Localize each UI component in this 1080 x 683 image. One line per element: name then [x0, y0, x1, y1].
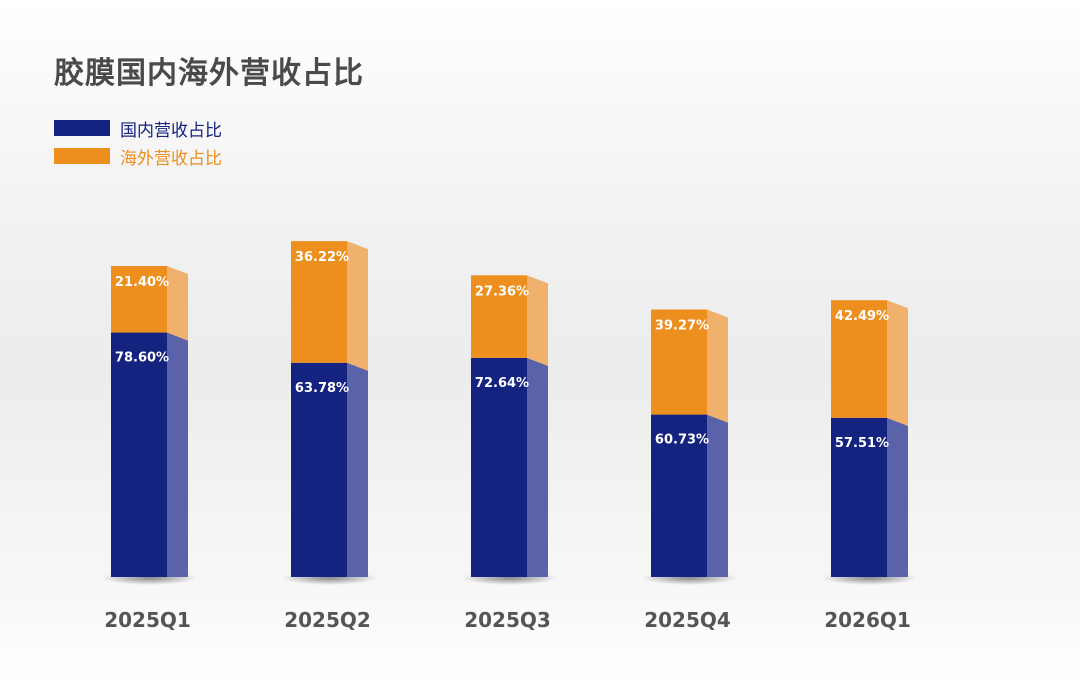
bar-overseas-2026Q1: [831, 300, 887, 418]
bar-domestic-2025Q2: [291, 362, 347, 577]
bar-domestic-2026Q1: [831, 417, 887, 577]
legend: 国内营收占比 海外营收占比: [54, 114, 222, 170]
legend-swatch-domestic: [54, 120, 110, 136]
data-label-domestic-2025Q2: 63.78%: [295, 381, 349, 396]
bar-domestic-side-2025Q4: [707, 414, 728, 577]
bar-domestic-side-2025Q2: [347, 362, 368, 577]
legend-label-overseas: 海外营收占比: [120, 148, 222, 169]
bar-overseas-side-2025Q4: [707, 309, 728, 423]
bar-overseas-2025Q1: [111, 266, 167, 333]
bar-overseas-2025Q2: [291, 241, 347, 363]
bar-overseas-side-2025Q2: [347, 241, 368, 371]
data-label-overseas-2025Q2: 36.22%: [295, 250, 349, 265]
data-label-overseas-2025Q3: 27.36%: [475, 284, 529, 299]
bar-domestic-2025Q4: [651, 414, 707, 577]
legend-item-domestic: 国内营收占比: [54, 114, 222, 142]
category-label-2025Q4: 2025Q4: [644, 608, 731, 632]
bar-domestic-side-2025Q3: [527, 357, 548, 577]
legend-swatch-overseas: [54, 148, 110, 164]
bar-domestic-side-2025Q1: [167, 332, 188, 577]
category-label-2025Q2: 2025Q2: [284, 608, 371, 632]
bar-overseas-2025Q4: [651, 309, 707, 415]
data-label-domestic-2025Q1: 78.60%: [115, 351, 169, 366]
legend-item-overseas: 海外营收占比: [54, 142, 222, 170]
category-label-2026Q1: 2026Q1: [824, 608, 911, 632]
data-label-overseas-2026Q1: 42.49%: [835, 309, 889, 324]
bar-domestic-2025Q3: [471, 357, 527, 577]
bar-domestic-2025Q1: [111, 332, 167, 577]
chart-title: 胶膜国内海外营收占比: [54, 56, 364, 91]
bar-overseas-side-2025Q1: [167, 266, 188, 341]
data-label-overseas-2025Q1: 21.40%: [115, 275, 169, 290]
data-label-domestic-2025Q4: 60.73%: [655, 433, 709, 448]
data-label-domestic-2025Q3: 72.64%: [475, 376, 529, 391]
legend-label-domestic: 国内营收占比: [120, 120, 222, 141]
bar-domestic-side-2026Q1: [887, 417, 908, 577]
category-label-2025Q1: 2025Q1: [104, 608, 191, 632]
category-label-2025Q3: 2025Q3: [464, 608, 551, 632]
data-label-domestic-2026Q1: 57.51%: [835, 436, 889, 451]
bar-overseas-side-2025Q3: [527, 275, 548, 366]
bar-overseas-side-2026Q1: [887, 300, 908, 426]
data-label-overseas-2025Q4: 39.27%: [655, 319, 709, 334]
bar-overseas-2025Q3: [471, 275, 527, 358]
